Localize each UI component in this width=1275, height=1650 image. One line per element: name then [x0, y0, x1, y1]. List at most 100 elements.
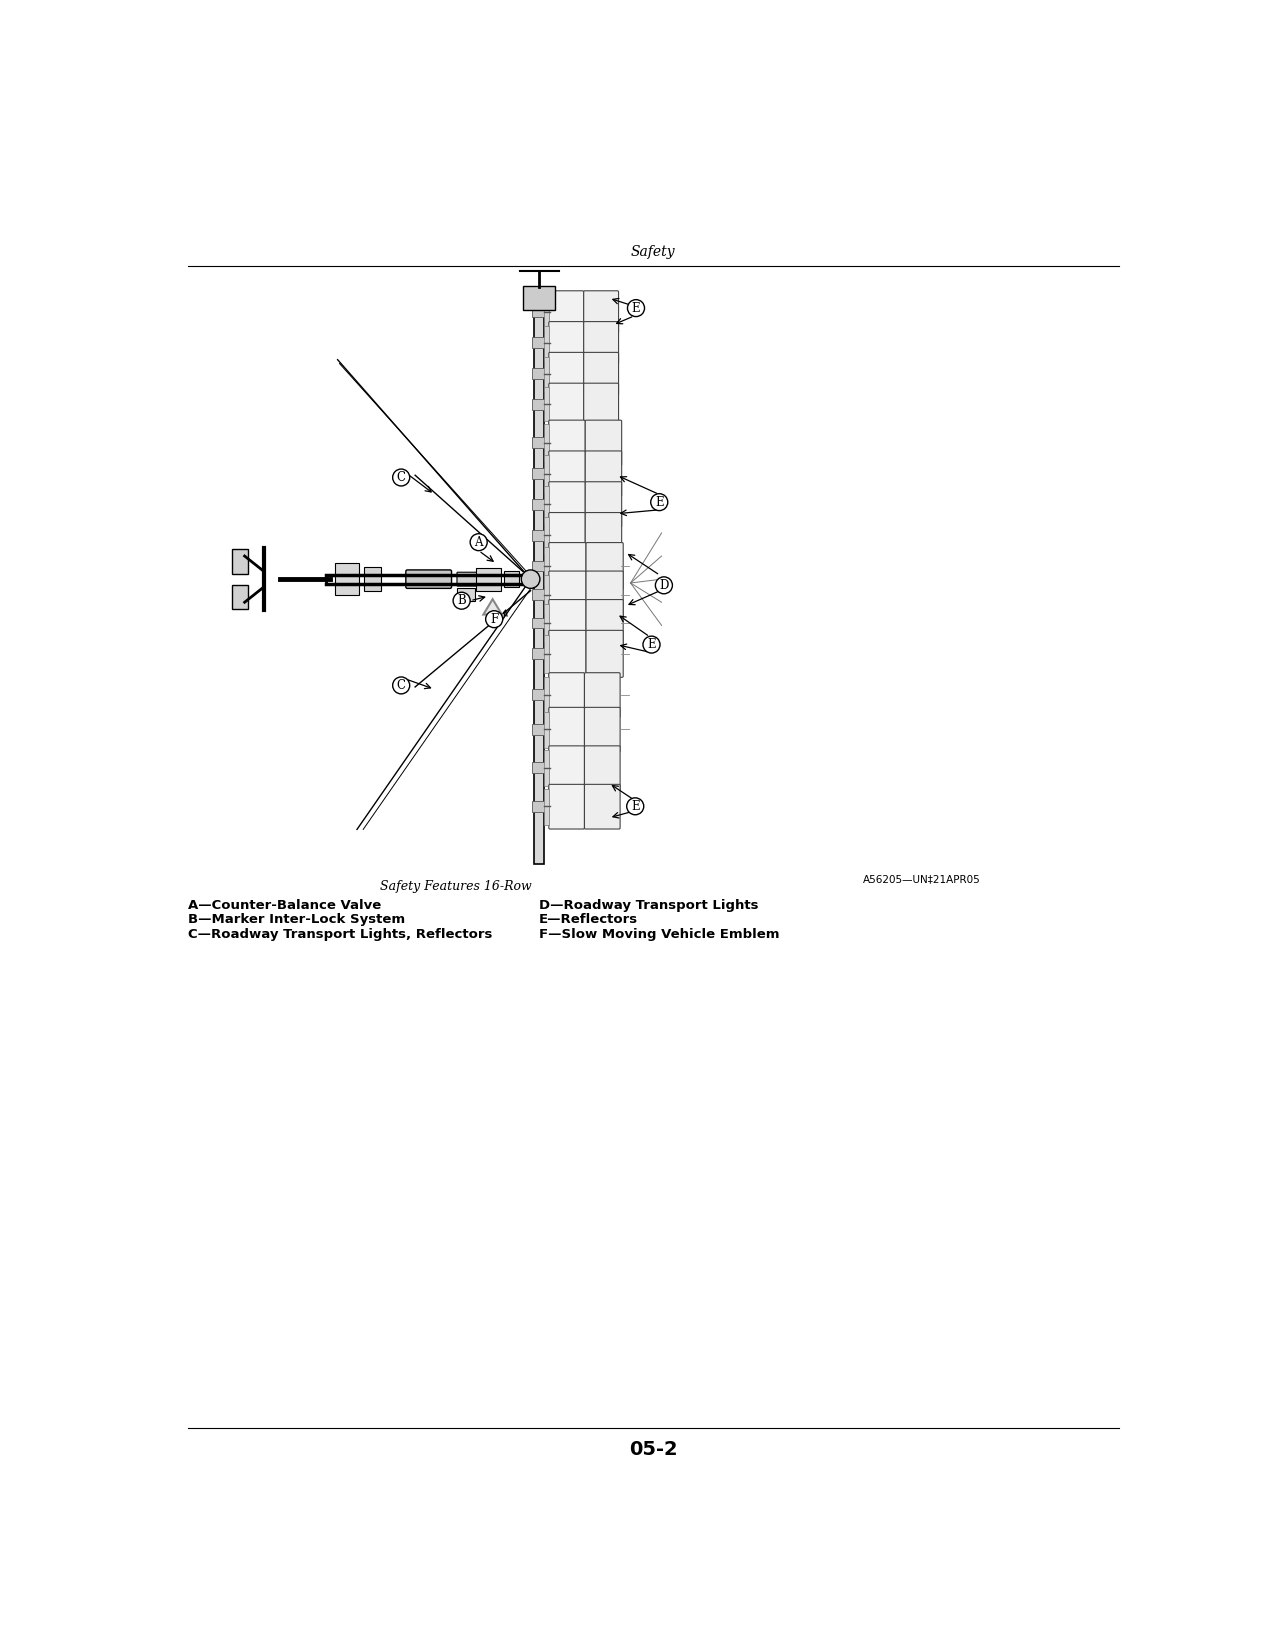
Text: C—Roadway Transport Lights, Reflectors: C—Roadway Transport Lights, Reflectors: [187, 927, 492, 940]
FancyBboxPatch shape: [532, 530, 546, 541]
FancyBboxPatch shape: [548, 383, 584, 426]
Circle shape: [521, 569, 539, 589]
FancyBboxPatch shape: [543, 388, 550, 421]
FancyBboxPatch shape: [584, 673, 620, 718]
FancyBboxPatch shape: [532, 589, 546, 601]
FancyBboxPatch shape: [543, 789, 550, 825]
Circle shape: [643, 637, 660, 653]
Text: F: F: [490, 612, 499, 625]
Circle shape: [627, 300, 645, 317]
FancyBboxPatch shape: [543, 325, 550, 360]
FancyBboxPatch shape: [584, 746, 620, 790]
Circle shape: [627, 799, 644, 815]
FancyBboxPatch shape: [532, 800, 546, 812]
Polygon shape: [483, 599, 502, 614]
FancyBboxPatch shape: [548, 353, 584, 394]
FancyBboxPatch shape: [548, 421, 585, 465]
FancyBboxPatch shape: [532, 561, 546, 571]
Text: E: E: [655, 495, 663, 508]
FancyBboxPatch shape: [548, 290, 584, 333]
FancyBboxPatch shape: [543, 635, 550, 673]
Circle shape: [650, 493, 668, 510]
Text: Safety: Safety: [631, 244, 676, 259]
Text: E: E: [631, 302, 640, 315]
Circle shape: [453, 592, 470, 609]
FancyBboxPatch shape: [548, 450, 585, 497]
Text: A: A: [474, 536, 483, 549]
FancyBboxPatch shape: [584, 322, 618, 365]
Text: A—Counter-Balance Valve: A—Counter-Balance Valve: [187, 899, 381, 912]
FancyBboxPatch shape: [532, 437, 546, 449]
FancyBboxPatch shape: [532, 307, 546, 317]
Circle shape: [393, 676, 409, 695]
FancyBboxPatch shape: [543, 516, 550, 554]
FancyBboxPatch shape: [532, 690, 546, 700]
FancyBboxPatch shape: [543, 711, 550, 747]
Text: C: C: [397, 678, 405, 691]
FancyBboxPatch shape: [532, 337, 546, 348]
FancyBboxPatch shape: [532, 762, 546, 774]
FancyBboxPatch shape: [543, 455, 550, 492]
Text: F—Slow Moving Vehicle Emblem: F—Slow Moving Vehicle Emblem: [539, 927, 779, 940]
Text: E—Reflectors: E—Reflectors: [539, 914, 639, 926]
FancyBboxPatch shape: [548, 746, 584, 790]
FancyBboxPatch shape: [585, 421, 622, 465]
FancyBboxPatch shape: [532, 498, 546, 510]
FancyBboxPatch shape: [586, 599, 623, 647]
Text: D—Roadway Transport Lights: D—Roadway Transport Lights: [539, 899, 759, 912]
Text: A56205—UN‡21APR05: A56205—UN‡21APR05: [863, 874, 980, 884]
Circle shape: [486, 610, 502, 627]
Text: E: E: [648, 639, 655, 652]
FancyBboxPatch shape: [548, 673, 584, 718]
FancyBboxPatch shape: [543, 576, 550, 614]
FancyBboxPatch shape: [532, 399, 546, 409]
FancyBboxPatch shape: [405, 569, 451, 589]
FancyBboxPatch shape: [532, 648, 546, 660]
FancyBboxPatch shape: [543, 604, 550, 642]
Text: E: E: [631, 800, 640, 813]
FancyBboxPatch shape: [586, 571, 623, 619]
FancyBboxPatch shape: [543, 546, 550, 586]
Circle shape: [470, 533, 487, 551]
FancyBboxPatch shape: [543, 676, 550, 713]
FancyBboxPatch shape: [543, 295, 550, 328]
FancyBboxPatch shape: [532, 469, 546, 478]
Text: B—Marker Inter-Lock System: B—Marker Inter-Lock System: [187, 914, 405, 926]
FancyBboxPatch shape: [548, 543, 586, 589]
FancyBboxPatch shape: [458, 587, 476, 601]
FancyBboxPatch shape: [584, 383, 618, 426]
FancyBboxPatch shape: [548, 708, 584, 752]
FancyBboxPatch shape: [584, 708, 620, 752]
FancyBboxPatch shape: [363, 568, 381, 591]
FancyBboxPatch shape: [543, 356, 550, 391]
FancyBboxPatch shape: [477, 568, 501, 591]
FancyBboxPatch shape: [543, 487, 550, 523]
Text: 05-2: 05-2: [629, 1440, 677, 1459]
FancyBboxPatch shape: [532, 617, 546, 629]
FancyBboxPatch shape: [548, 482, 585, 528]
FancyBboxPatch shape: [232, 549, 247, 574]
FancyBboxPatch shape: [585, 482, 622, 528]
Text: Safety Features 16-Row: Safety Features 16-Row: [380, 879, 532, 893]
FancyBboxPatch shape: [504, 571, 519, 587]
FancyBboxPatch shape: [548, 571, 586, 619]
Text: C: C: [397, 470, 405, 483]
Circle shape: [655, 578, 672, 594]
FancyBboxPatch shape: [532, 724, 546, 734]
FancyBboxPatch shape: [523, 285, 556, 310]
FancyBboxPatch shape: [585, 513, 622, 558]
FancyBboxPatch shape: [548, 322, 584, 365]
FancyBboxPatch shape: [548, 599, 586, 647]
FancyBboxPatch shape: [584, 353, 618, 394]
Text: B: B: [458, 594, 465, 607]
FancyBboxPatch shape: [548, 513, 585, 558]
FancyBboxPatch shape: [586, 543, 623, 589]
FancyBboxPatch shape: [456, 573, 482, 586]
FancyBboxPatch shape: [586, 630, 623, 676]
Text: D: D: [659, 579, 668, 592]
FancyBboxPatch shape: [584, 290, 618, 333]
FancyBboxPatch shape: [548, 630, 586, 676]
FancyBboxPatch shape: [585, 450, 622, 497]
FancyBboxPatch shape: [584, 784, 620, 828]
FancyBboxPatch shape: [335, 563, 358, 596]
